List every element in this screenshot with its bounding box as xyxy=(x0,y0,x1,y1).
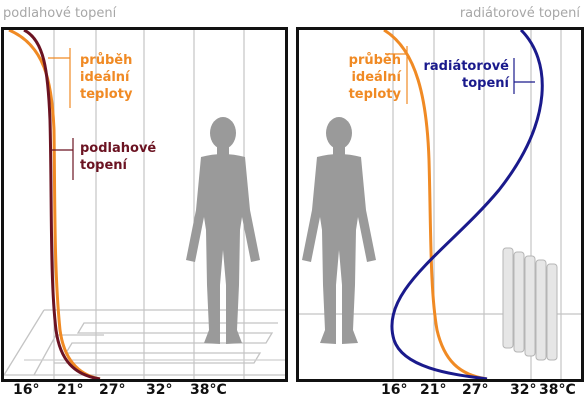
floor-heating-curve xyxy=(23,30,101,379)
floor-heating-panel: průběh ideální teploty podlahové topení xyxy=(1,27,288,382)
radiator-heating-label: radiátorové topení xyxy=(423,59,510,91)
left-tick-21: 21° xyxy=(57,382,84,398)
left-tick-16: 16° xyxy=(13,382,40,398)
left-tick-38: 38°C xyxy=(190,382,227,398)
left-ideal-label: průběh ideální teploty xyxy=(80,53,133,102)
right-tick-27: 27° xyxy=(462,382,489,398)
radiator-icon xyxy=(502,247,558,361)
left-panel-title: podlahové topení xyxy=(3,0,283,27)
right-tick-16: 16° xyxy=(381,382,408,398)
right-tick-38: 38°C xyxy=(539,382,576,398)
floor-heating-diagram xyxy=(4,30,285,379)
right-panel-title: radiátorové topení xyxy=(300,0,580,27)
temperature-axis: 16° 21° 27° 32° 38°C 16° 21° 27° 32° 38°… xyxy=(0,380,586,407)
radiator-heating-panel: průběh ideální teploty radiátorové topen… xyxy=(296,27,584,382)
radiator-heating-curve xyxy=(390,30,544,379)
radiator-heating-diagram xyxy=(299,30,581,379)
right-ideal-label: průběh ideální teploty xyxy=(348,53,401,102)
floor-heating-label: podlahové topení xyxy=(80,141,157,173)
left-tick-32: 32° xyxy=(146,382,173,398)
ideal-temperature-curve xyxy=(383,30,488,379)
right-tick-21: 21° xyxy=(420,382,447,398)
left-tick-27: 27° xyxy=(99,382,126,398)
person-silhouette-icon xyxy=(186,117,260,344)
person-silhouette-icon xyxy=(302,117,376,344)
right-tick-32: 32° xyxy=(510,382,537,398)
